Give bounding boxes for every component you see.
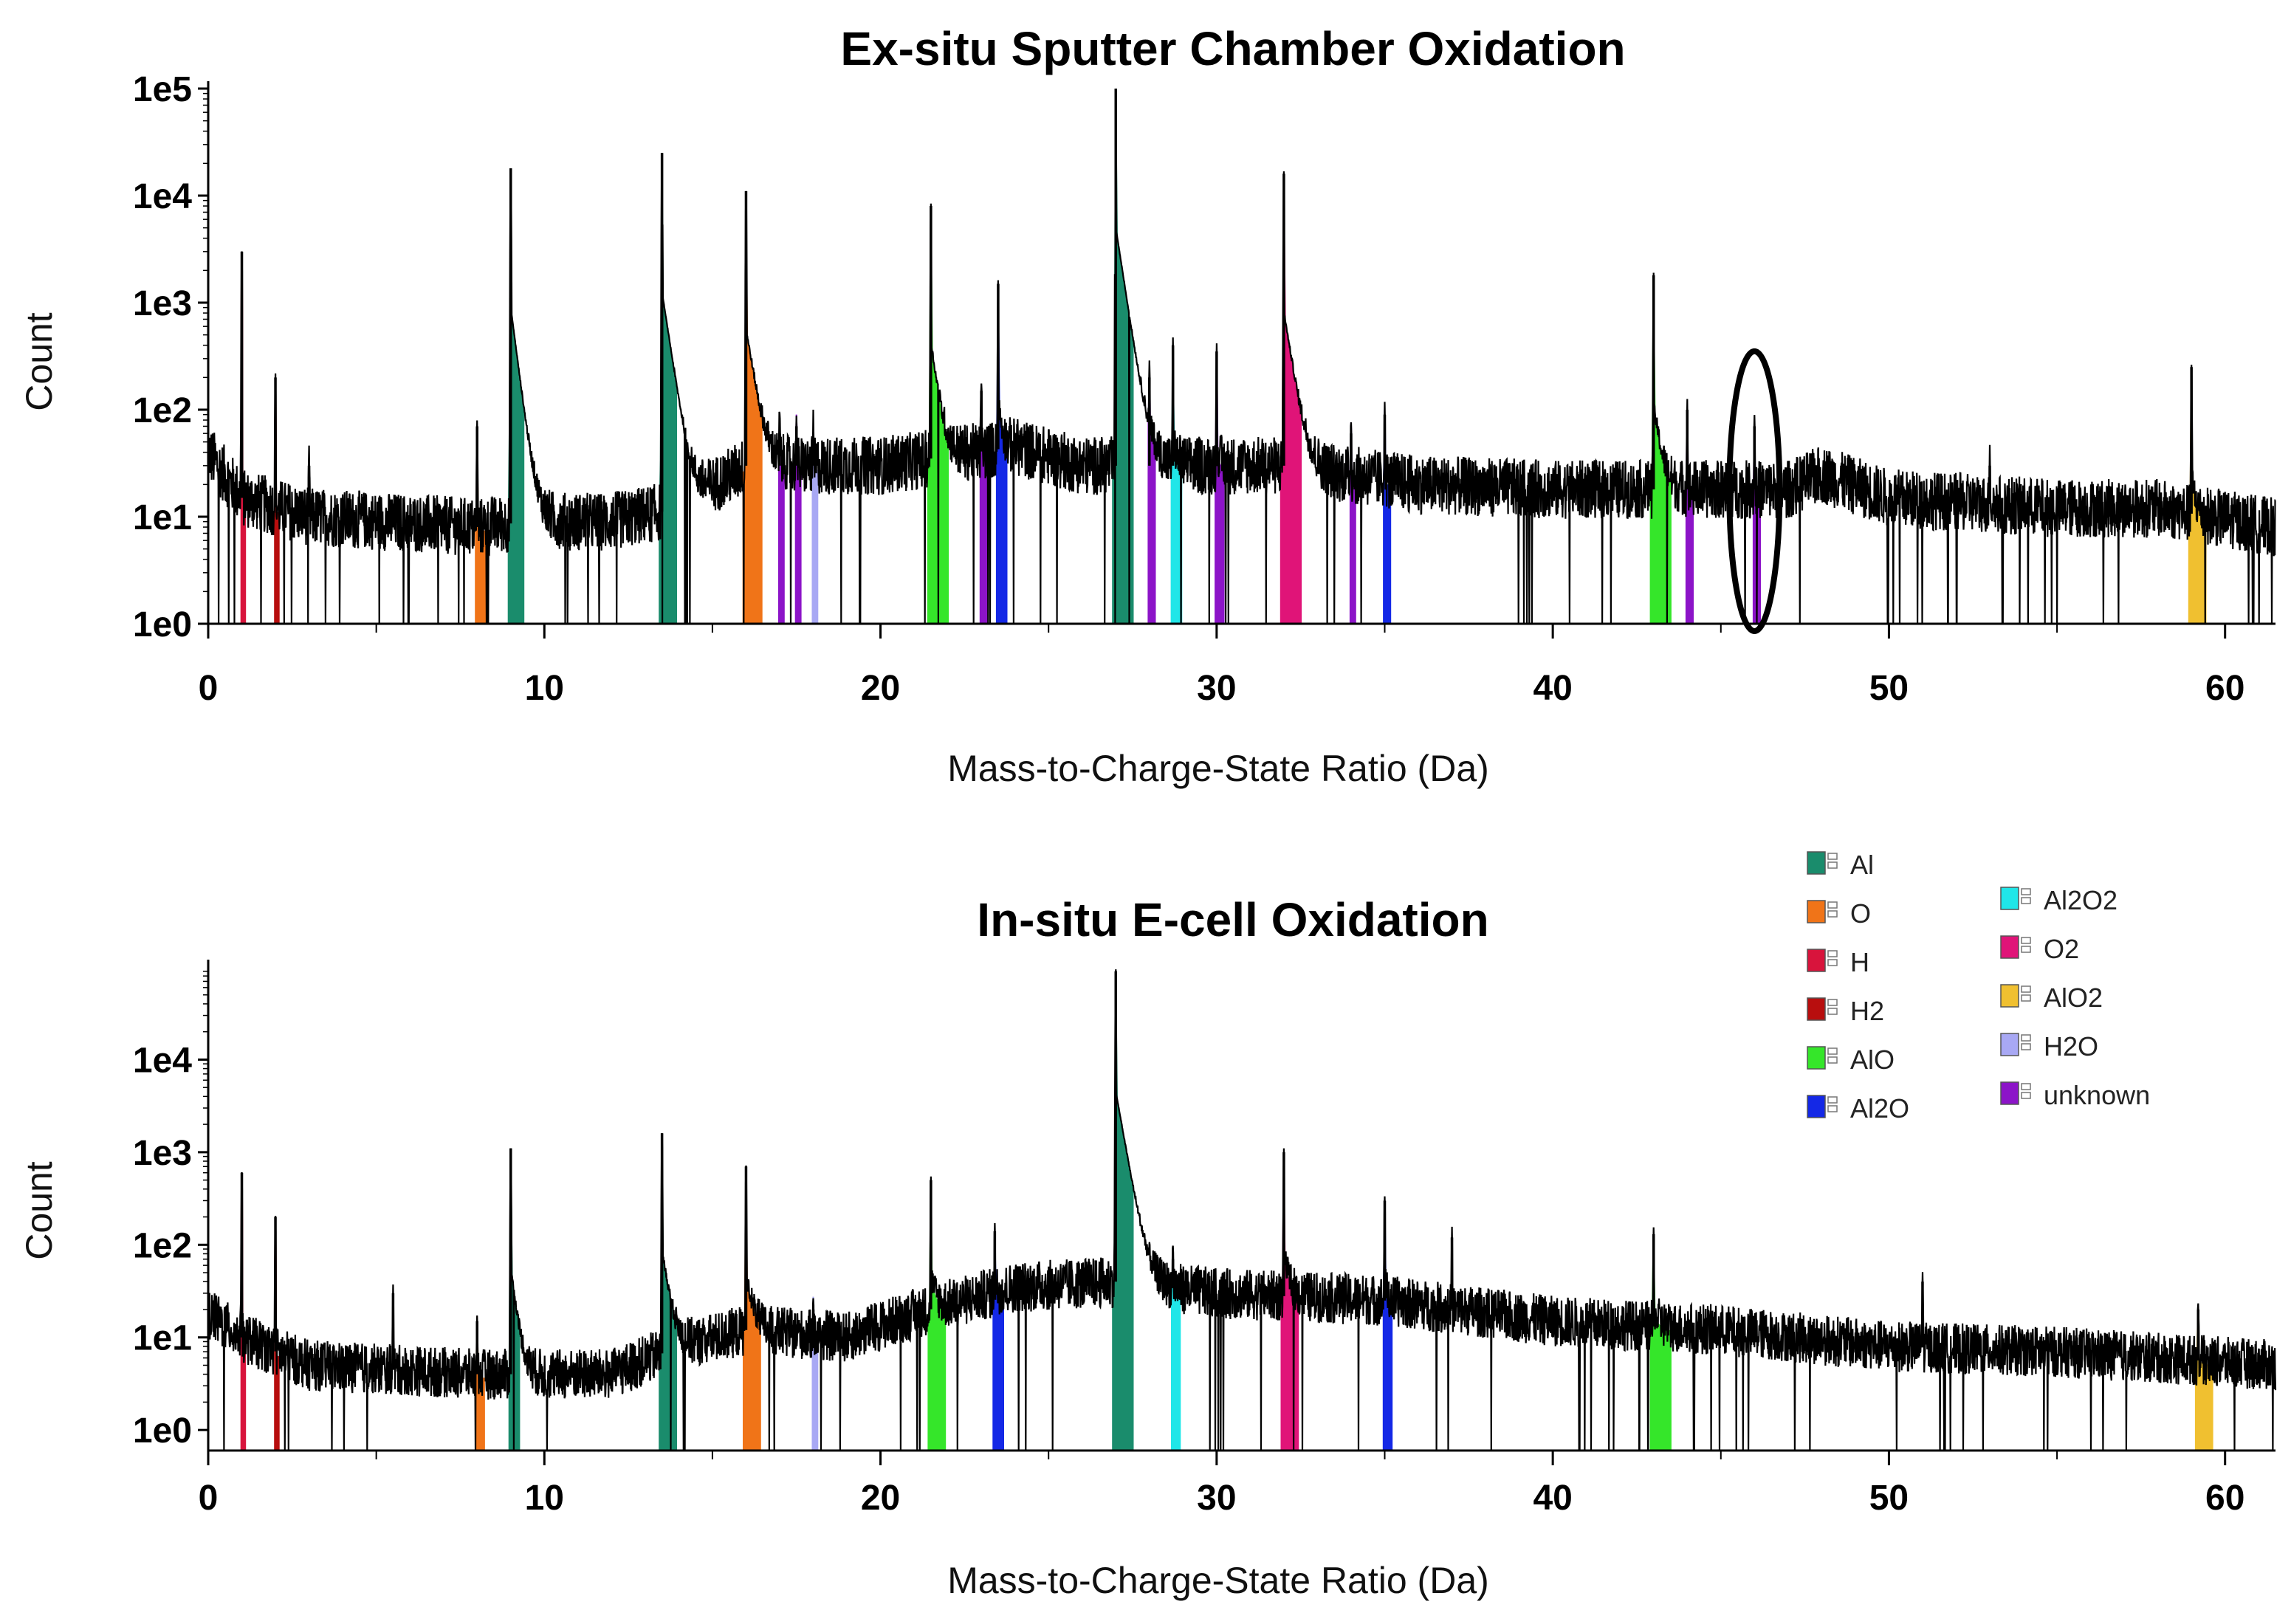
y-tick-label: 1e3	[133, 284, 192, 323]
legend-label: O2	[2044, 934, 2079, 964]
legend-swatch-icon	[2021, 897, 2031, 904]
chart-title: Ex-situ Sputter Chamber Oxidation	[840, 22, 1625, 75]
legend-swatch-icon	[1827, 999, 1838, 1006]
y-tick-label: 1e5	[133, 70, 192, 109]
spectrum-trace	[207, 969, 2277, 1452]
legend-label: AlO	[1850, 1045, 1895, 1075]
legend-item: unknown	[2000, 1080, 2150, 1110]
legend-swatch	[1807, 1095, 1826, 1118]
legend-swatch	[1807, 997, 1826, 1021]
chart-title: In-situ E-cell Oxidation	[977, 893, 1488, 946]
legend-swatch-icon	[1827, 1047, 1838, 1055]
y-tick-label: 1e3	[133, 1134, 192, 1173]
annotations	[1726, 348, 1783, 634]
legend-label: unknown	[2044, 1080, 2150, 1110]
legend-swatch-icon	[1827, 853, 1838, 860]
legend-swatch	[2000, 1033, 2019, 1056]
legend-swatch-icon	[1827, 901, 1838, 909]
legend-swatch-icon	[1827, 1096, 1838, 1104]
x-tick-label: 0	[199, 1479, 219, 1518]
legend-swatch-icon	[1827, 1008, 1838, 1015]
legend-swatch-icon	[2021, 888, 2031, 895]
y-tick-label: 1e2	[133, 1226, 192, 1265]
legend-swatch-icon	[2021, 994, 2031, 1002]
legend-swatch-icon	[2021, 946, 2031, 953]
x-tick-label: 20	[861, 669, 900, 708]
axes: 1e0 1e1 1e2 1e3 1e4 1e5 0 10 20 30 40 50 60	[133, 70, 2275, 708]
y-tick-label: 1e4	[133, 1041, 192, 1080]
x-tick-label: 50	[1869, 669, 1909, 708]
legend-swatch	[2000, 935, 2019, 959]
legend-item: Al2O	[1807, 1093, 1909, 1124]
legend-swatch	[2000, 887, 2019, 910]
legend-swatch	[1807, 851, 1826, 875]
legend-item: AlO2	[2000, 983, 2103, 1013]
x-axis-label: Mass-to-Charge-State Ratio (Da)	[947, 1560, 1489, 1601]
x-tick-label: 60	[2205, 1479, 2244, 1518]
legend-swatch-icon	[2021, 1034, 2031, 1042]
y-tick-label: 1e1	[133, 498, 192, 537]
legend-item: O	[1807, 898, 1871, 929]
legend-swatch	[2000, 984, 2019, 1008]
legend-item: H2	[1807, 996, 1884, 1026]
legend-swatch-icon	[2021, 1043, 2031, 1050]
x-tick-label: 60	[2205, 669, 2244, 708]
x-tick-label: 30	[1197, 1479, 1236, 1518]
legend-label: H	[1850, 947, 1869, 977]
y-tick-label: 1e0	[133, 1411, 192, 1451]
legend-swatch-icon	[1827, 1105, 1838, 1112]
legend-item: H	[1807, 947, 1869, 977]
y-tick-label: 1e0	[133, 605, 192, 644]
legend-label: H2O	[2044, 1031, 2098, 1062]
y-tick-label: 1e4	[133, 177, 192, 216]
y-axis-label: Count	[18, 1161, 60, 1260]
legend-swatch	[1807, 1046, 1826, 1070]
x-tick-label: 10	[525, 669, 564, 708]
legend-label: O	[1850, 898, 1871, 929]
legend-label: AlO2	[2044, 983, 2103, 1013]
legend-label: Al2O	[1850, 1093, 1909, 1124]
legend-item: AlO	[1807, 1045, 1895, 1075]
legend-item: H2O	[2000, 1031, 2098, 1062]
spectrum-trace	[207, 88, 2276, 625]
legend-box	[1787, 838, 2200, 1133]
legend-swatch	[2000, 1081, 2019, 1105]
legend-swatch-icon	[2021, 937, 2031, 944]
legend-swatch	[1807, 900, 1826, 923]
x-tick-label: 40	[1533, 669, 1572, 708]
y-axis-label: Count	[18, 312, 60, 411]
y-tick-label: 1e1	[133, 1319, 192, 1358]
y-tick-label: 1e2	[133, 391, 192, 430]
x-tick-label: 20	[861, 1479, 900, 1518]
x-tick-label: 0	[199, 669, 219, 708]
x-axis-label: Mass-to-Charge-State Ratio (Da)	[947, 748, 1489, 789]
legend-item: Al2O2	[2000, 885, 2117, 915]
legend-swatch-icon	[2021, 1083, 2031, 1090]
legend-label: Al	[1850, 850, 1874, 880]
annotation-ellipse	[1726, 348, 1783, 634]
legend-swatch-icon	[1827, 959, 1838, 966]
legend-item: O2	[2000, 934, 2079, 964]
axes: 1e0 1e1 1e2 1e3 1e4 0 10 20 30 40 50 60	[133, 960, 2275, 1518]
legend-swatch-icon	[2021, 1092, 2031, 1099]
legend-swatch-icon	[1827, 950, 1838, 957]
x-tick-label: 10	[525, 1479, 564, 1518]
x-tick-label: 40	[1533, 1479, 1572, 1518]
chart-panel-in-situ: In-situ E-cell Oxidation Mass-to-Charge-…	[18, 893, 2277, 1601]
legend-swatch	[1807, 949, 1826, 972]
chart-panel-ex-situ: Ex-situ Sputter Chamber Oxidation Mass-t…	[18, 22, 2276, 789]
legend-swatch-icon	[1827, 861, 1838, 869]
x-tick-label: 50	[1869, 1479, 1909, 1518]
spectrum-line	[207, 88, 2276, 625]
legend-swatch-icon	[2021, 985, 2031, 993]
legend-swatch-icon	[1827, 910, 1838, 918]
legend-item: Al	[1807, 850, 1874, 880]
legend-swatch-icon	[1827, 1056, 1838, 1064]
x-tick-label: 30	[1197, 669, 1236, 708]
legend-label: H2	[1850, 996, 1884, 1026]
spectrum-line	[207, 969, 2277, 1452]
legend-label: Al2O2	[2044, 885, 2117, 915]
